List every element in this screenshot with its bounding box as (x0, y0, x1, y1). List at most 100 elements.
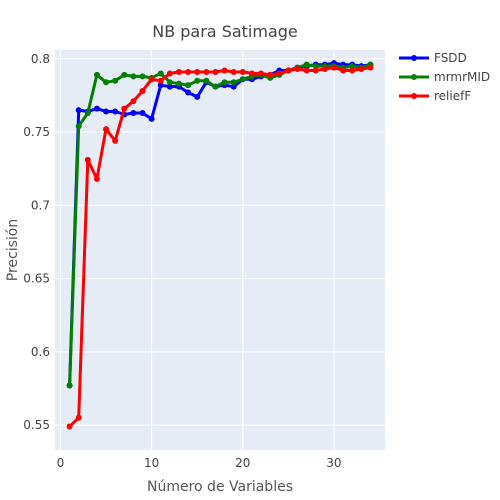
data-point (285, 67, 292, 74)
data-point (185, 68, 192, 75)
data-point (194, 93, 201, 100)
data-point (367, 64, 374, 71)
data-point (166, 79, 173, 86)
data-point (267, 71, 274, 78)
data-point (303, 61, 310, 68)
data-point (340, 67, 347, 74)
legend-swatch-marker (411, 93, 417, 99)
data-point (139, 88, 146, 95)
data-point (312, 63, 319, 70)
data-point (75, 107, 82, 114)
x-axis-ticks: 0 10 20 30 (57, 456, 342, 470)
data-point (258, 70, 265, 77)
data-point (121, 71, 128, 78)
data-point (230, 83, 237, 90)
y-tick-label: 0.8 (31, 52, 50, 66)
data-point (103, 126, 110, 133)
y-axis-ticks: 0.55 0.6 0.65 0.7 0.75 0.8 (23, 52, 50, 432)
x-axis-label: Número de Variables (147, 479, 293, 495)
data-point (112, 108, 119, 115)
data-point (230, 79, 237, 86)
data-point (221, 79, 228, 86)
data-point (185, 89, 192, 96)
grid (55, 50, 385, 450)
data-point (93, 71, 100, 78)
y-tick-label: 0.65 (23, 272, 50, 286)
y-tick-label: 0.6 (31, 345, 50, 359)
series-group (66, 60, 374, 430)
data-point (148, 76, 155, 83)
plot-area (55, 50, 385, 450)
legend-swatch-marker (411, 74, 417, 80)
data-point (130, 110, 137, 117)
data-point (139, 73, 146, 80)
data-point (321, 66, 328, 73)
data-point (194, 77, 201, 84)
data-point (84, 156, 91, 163)
data-point (358, 66, 365, 73)
data-point (248, 70, 255, 77)
y-tick-label: 0.7 (31, 198, 50, 212)
data-point (221, 67, 228, 74)
data-point (139, 110, 146, 117)
data-point (157, 70, 164, 77)
data-point (75, 123, 82, 130)
data-point (66, 423, 73, 430)
legend-swatch-marker (411, 55, 417, 61)
data-point (75, 414, 82, 421)
x-tick-label: 30 (326, 456, 341, 470)
y-tick-label: 0.75 (23, 125, 50, 139)
data-point (276, 70, 283, 77)
data-point (212, 68, 219, 75)
data-point (112, 77, 119, 84)
data-point (203, 77, 210, 84)
data-point (130, 98, 137, 105)
data-point (157, 82, 164, 89)
data-point (303, 67, 310, 74)
data-point (166, 83, 173, 90)
legend[interactable]: FSDD mrmrMID reliefF (399, 51, 490, 103)
data-point (239, 68, 246, 75)
chart-title: NB para Satimage (152, 22, 298, 41)
data-point (203, 68, 210, 75)
legend-item-relieff[interactable]: reliefF (399, 89, 471, 103)
legend-item-mrmrmid[interactable]: mrmrMID (399, 70, 490, 84)
y-axis-label: Precisión (5, 219, 21, 281)
data-point (175, 80, 182, 87)
x-tick-label: 20 (235, 456, 250, 470)
data-point (230, 68, 237, 75)
data-point (148, 115, 155, 122)
data-point (157, 77, 164, 84)
data-point (84, 110, 91, 117)
data-point (330, 64, 337, 71)
data-point (93, 175, 100, 182)
data-point (194, 68, 201, 75)
data-point (212, 83, 219, 90)
data-point (185, 82, 192, 89)
series-line (68, 66, 371, 428)
legend-label: FSDD (434, 51, 467, 65)
data-point (239, 76, 246, 83)
data-point (130, 73, 137, 80)
data-point (103, 108, 110, 115)
x-tick-label: 10 (144, 456, 159, 470)
data-point (349, 67, 356, 74)
data-point (349, 63, 356, 70)
x-tick-label: 0 (57, 456, 65, 470)
data-point (103, 79, 110, 86)
y-tick-label: 0.55 (23, 418, 50, 432)
legend-label: mrmrMID (434, 70, 490, 84)
legend-label: reliefF (434, 89, 471, 103)
data-point (175, 68, 182, 75)
series-relieff (66, 64, 374, 430)
data-point (66, 382, 73, 389)
data-point (294, 66, 301, 73)
data-point (121, 105, 128, 112)
series-line (68, 63, 371, 386)
legend-item-fsdd[interactable]: FSDD (399, 51, 467, 65)
data-point (166, 70, 173, 77)
data-point (93, 105, 100, 112)
data-point (312, 67, 319, 74)
data-point (112, 137, 119, 144)
